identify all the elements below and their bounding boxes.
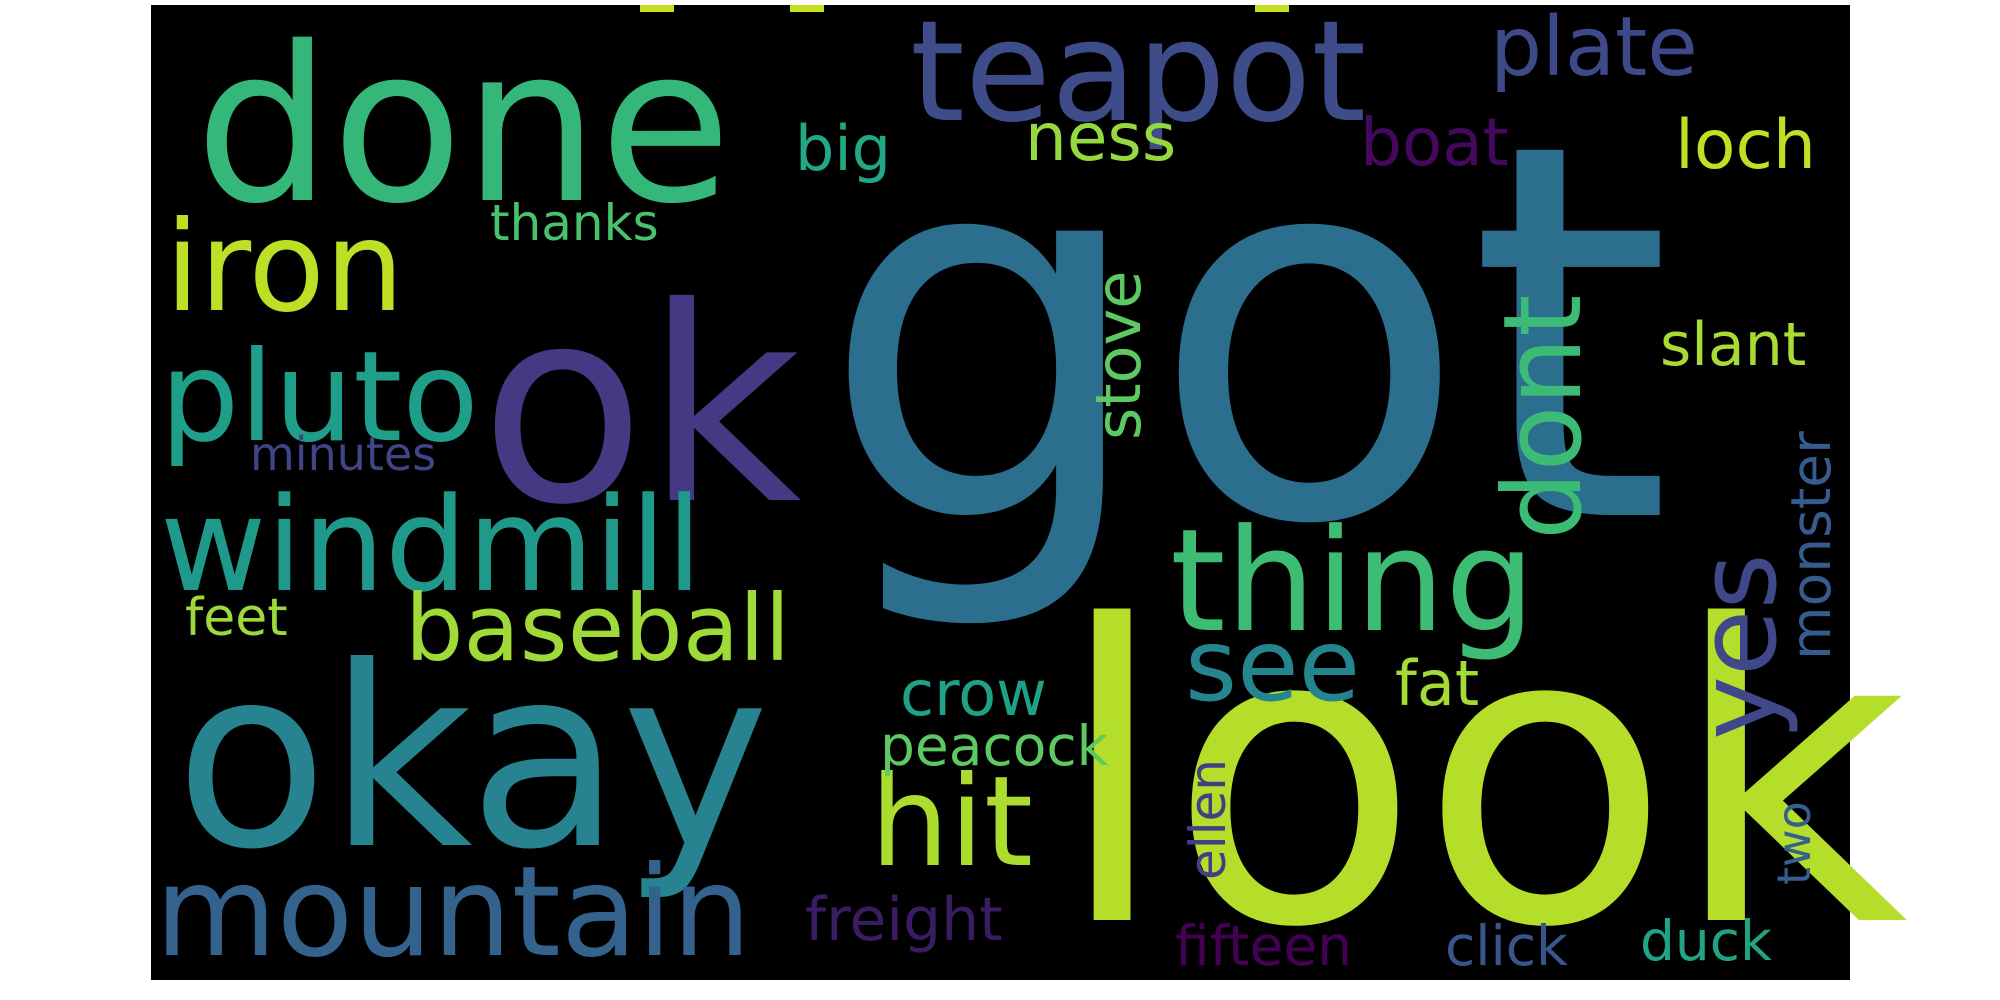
word-teapot: teapot xyxy=(910,0,1366,154)
word-loch: loch xyxy=(1675,106,1816,185)
word-fat: fat xyxy=(1395,647,1479,720)
clipped-word-fragment xyxy=(790,5,824,12)
word-thanks: thanks xyxy=(490,194,659,252)
clipped-word-fragment xyxy=(1255,5,1289,12)
word-big: big xyxy=(795,112,891,185)
word-crow: crow xyxy=(900,657,1047,730)
cloud-background xyxy=(151,5,1850,980)
word-done: done xyxy=(195,0,732,251)
word-pluto: pluto xyxy=(160,325,479,470)
word-baseball: baseball xyxy=(405,575,790,682)
word-freight: freight xyxy=(805,885,1003,955)
word-ellen: ellen xyxy=(1179,759,1237,880)
word-slant: slant xyxy=(1660,310,1806,380)
clipped-word-fragment xyxy=(640,5,674,12)
word-feet: feet xyxy=(185,588,288,648)
word-minutes: minutes xyxy=(250,427,436,481)
word-stove: stove xyxy=(1082,271,1155,440)
word-monster: monster xyxy=(1779,431,1843,660)
word-yes: yes xyxy=(1676,553,1801,740)
word-ness: ness xyxy=(1025,99,1176,176)
word-two: two xyxy=(1767,801,1821,885)
word-iron: iron xyxy=(165,195,404,340)
word-dont: dont xyxy=(1481,295,1606,540)
word-plate: plate xyxy=(1490,0,1698,95)
word-okay: okay xyxy=(175,613,769,904)
word-got: got xyxy=(820,32,1672,638)
word-windmill: windmill xyxy=(160,469,702,621)
word-ok: ok xyxy=(480,249,802,564)
word-click: click xyxy=(1445,914,1568,978)
word-see: see xyxy=(1185,607,1360,724)
word-fifteen: fifteen xyxy=(1175,914,1352,978)
word-boat: boat xyxy=(1360,104,1509,181)
word-duck: duck xyxy=(1640,909,1772,973)
word-look: look xyxy=(1055,539,1908,1000)
word-mountain: mountain xyxy=(155,840,751,985)
word-thing: thing xyxy=(1170,499,1535,664)
word-peacock: peacock xyxy=(880,714,1109,778)
word-hit: hit xyxy=(870,750,1033,895)
